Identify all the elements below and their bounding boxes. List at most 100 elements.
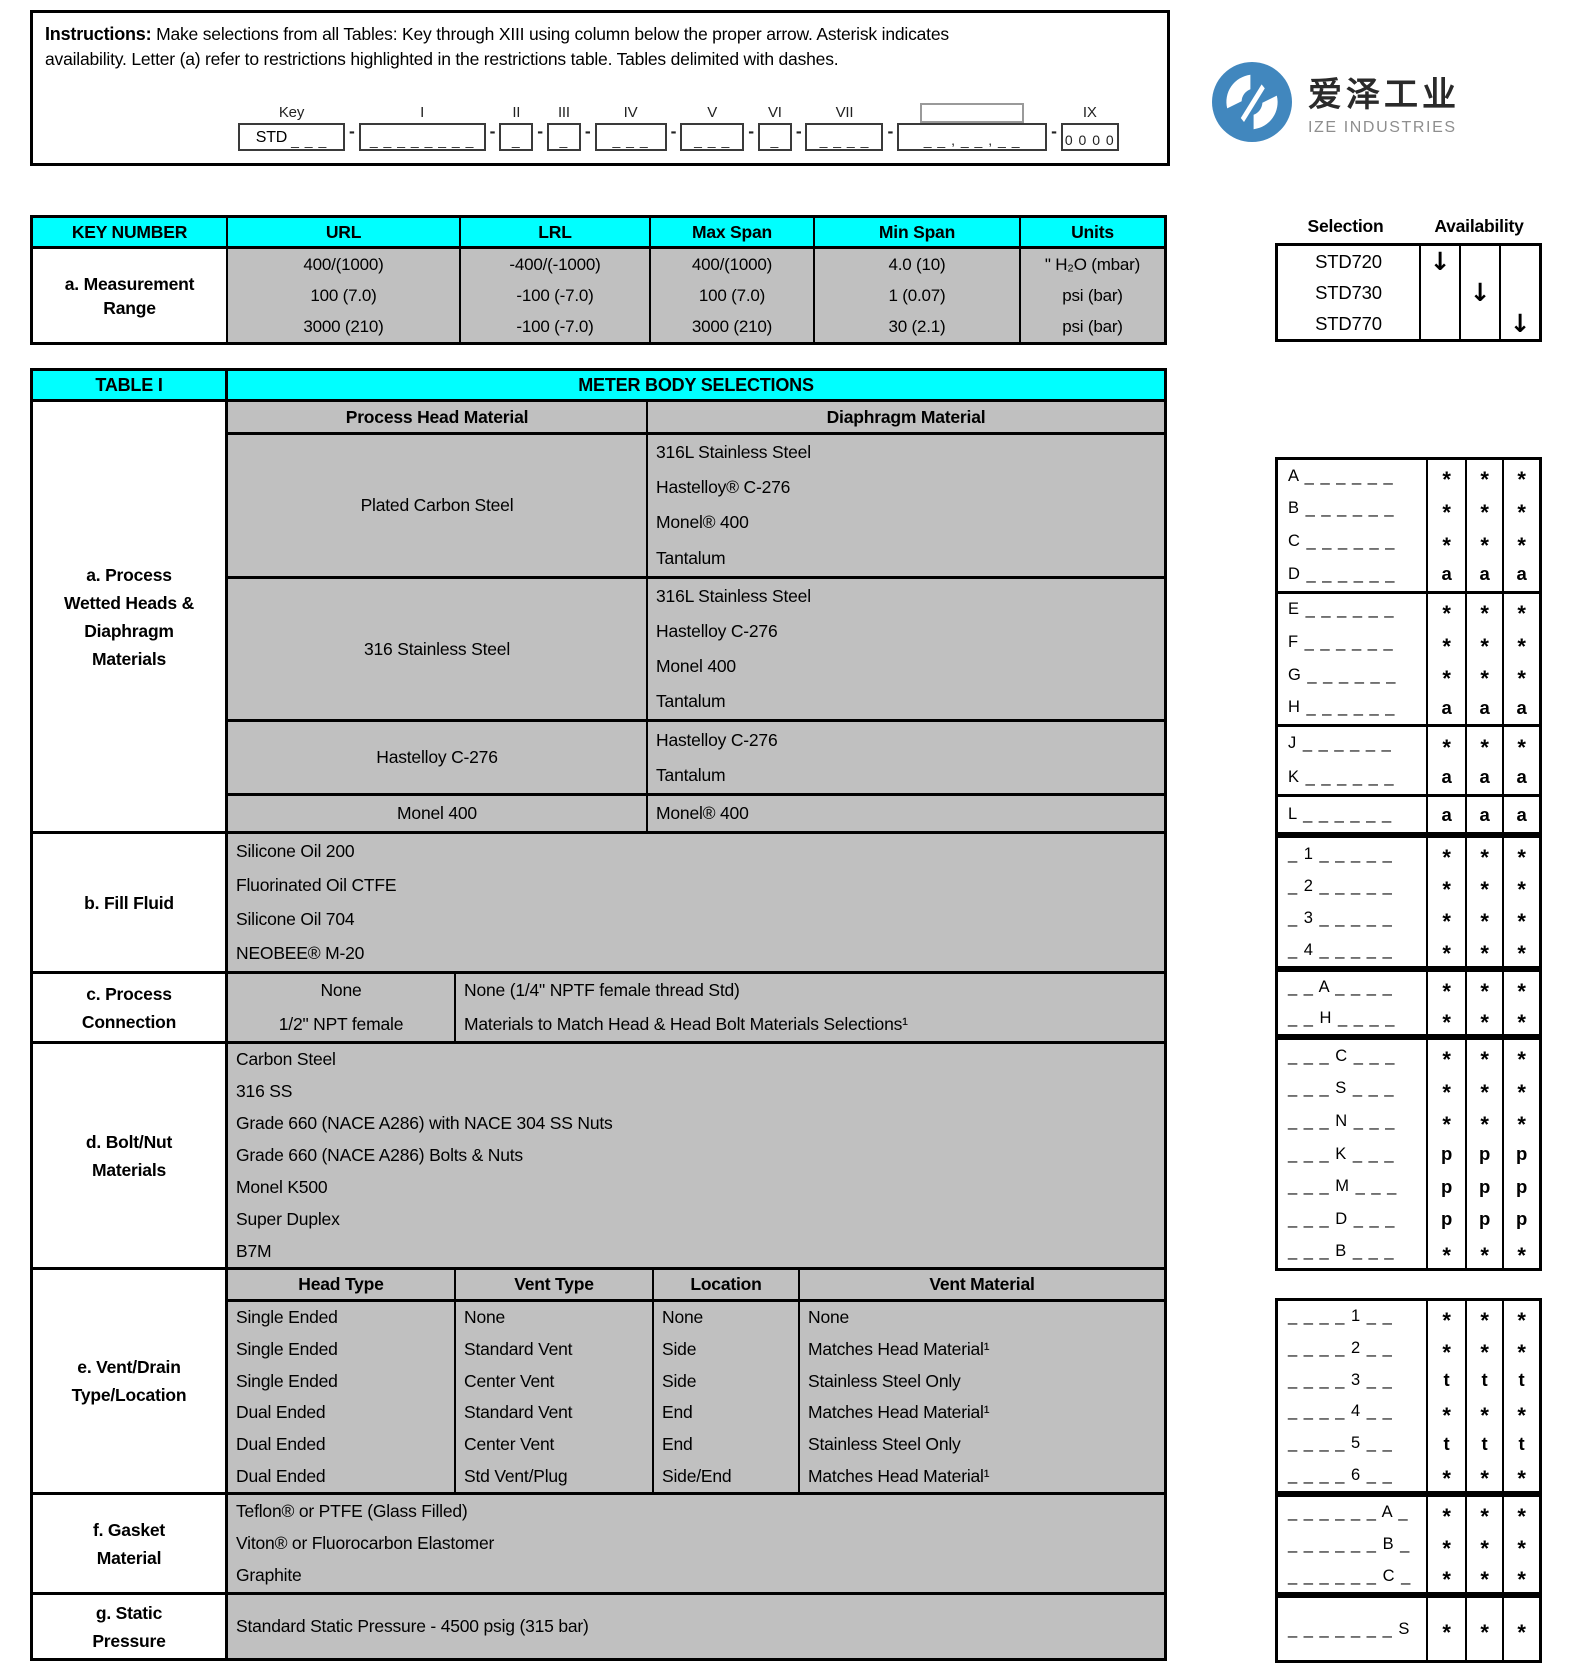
code-pattern: _ _ _ _ 6 _ _ <box>1278 1459 1428 1492</box>
vent-cell: None <box>808 1307 850 1328</box>
availability-mark: p <box>1515 1175 1528 1197</box>
key-format-box: _ <box>546 123 581 151</box>
vent-cell: Matches Head Material¹ <box>808 1465 990 1486</box>
static-pressure-text: Standard Static Pressure - 4500 psig (31… <box>236 1616 589 1636</box>
availability-mark: a <box>1516 696 1527 718</box>
code-row: _ _ _ _ 6 _ _ * * * <box>1278 1459 1539 1492</box>
code-group: _ 1 _ _ _ _ _ * * * _ 2 _ _ _ _ _ * * * _ 3 _ _ … <box>1278 838 1539 966</box>
availability-cell <box>1459 308 1499 339</box>
availability-mark: * <box>1480 1503 1489 1529</box>
availability-mark-cell: * <box>1428 1598 1465 1660</box>
diaphragm-list: 316L Stainless Steel Hastelloy® C-276 Mone… <box>648 435 1164 576</box>
selection-header: Selection <box>1307 216 1384 236</box>
key-format-row: Key STD _ _ _ - I _ _ _ _ _ _ _ _ - II _ - III _ - IV… <box>238 103 1119 151</box>
diaphragm-material: 316L Stainless Steel <box>656 442 811 463</box>
availability-mark: * <box>1517 1402 1526 1428</box>
availability-mark-cell: * <box>1465 460 1502 493</box>
availability-mark: * <box>1480 600 1489 626</box>
availability-mark-cell: * <box>1502 626 1539 659</box>
section-f-label: f. Gasket Material <box>33 1495 228 1592</box>
vent-cell: Center Vent <box>456 1428 654 1461</box>
key-dashes-text: _ _ _ _ <box>819 132 870 148</box>
code-row: _ 1 _ _ _ _ _ * * * <box>1278 838 1539 870</box>
key-format-empty-box <box>920 103 1025 123</box>
section-b-label-line: b. Fill Fluid <box>84 892 174 913</box>
vent-row: Dual Ended Standard Vent End Matches Head M… <box>228 1397 1164 1429</box>
dash-separator: - <box>489 121 496 141</box>
key-format-label: I <box>420 104 425 121</box>
vent-cell: Center Vent <box>456 1365 654 1398</box>
key-dashes-text: _ <box>511 132 521 148</box>
section-static-pressure: g. Static Pressure Standard Static Pressu… <box>30 1592 1167 1661</box>
availability-mark-cell: * <box>1502 492 1539 526</box>
code-pattern: _ 2 _ _ _ _ _ <box>1278 870 1428 902</box>
availability-mark: * <box>1517 734 1526 760</box>
availability-mark-cell: * <box>1502 1459 1539 1492</box>
availability-mark: * <box>1442 666 1451 692</box>
code-row: K _ _ _ _ _ _ a a a <box>1278 760 1539 795</box>
diaphragm-material: Monel® 400 <box>656 802 749 823</box>
code-row: _ _ _ _ _ _ B _ * * * <box>1278 1528 1539 1561</box>
instructions-text: Instructions: Make selections from all T… <box>45 22 1155 72</box>
vent-cell: Std Vent/Plug <box>456 1460 654 1493</box>
availability-mark-cell: * <box>1502 525 1539 558</box>
code-row: _ _ _ _ 3 _ _ t t t <box>1278 1364 1539 1397</box>
selection-model: STD720 <box>1315 250 1382 272</box>
section-g-body: Standard Static Pressure - 4500 psig (31… <box>228 1595 1164 1658</box>
availability-mark: * <box>1480 1112 1489 1138</box>
availability-mark: * <box>1517 1307 1526 1333</box>
availability-mark: * <box>1480 1009 1489 1035</box>
availability-mark: t <box>1443 1432 1450 1454</box>
availability-mark: t <box>1518 1369 1525 1391</box>
code-row: _ _ _ N _ _ _ * * * <box>1278 1105 1539 1138</box>
bolt-material-option: 316 SS <box>236 1081 293 1102</box>
code-row: _ _ _ C _ _ _ * * * <box>1278 1040 1539 1073</box>
availability-mark-cell: * <box>1465 1560 1502 1593</box>
diaphragm-material: Hastelloy C-276 <box>656 729 778 750</box>
availability-mark: * <box>1517 633 1526 659</box>
availability-mark-cell: * <box>1502 727 1539 761</box>
codes-bolt-nut: _ _ _ C _ _ _ * * * _ _ _ S _ _ _ * * * _ _ _ N … <box>1275 1037 1542 1271</box>
meas-header: Min Span <box>815 218 1021 249</box>
key-format-field: I _ _ _ _ _ _ _ _ <box>358 103 486 151</box>
availability-mark: * <box>1480 1339 1489 1365</box>
availability-cell: ↓ <box>1499 308 1539 339</box>
code-pattern: _ _ _ _ 1 _ _ <box>1278 1301 1428 1333</box>
code-group: L _ _ _ _ _ _ a a a <box>1278 794 1539 832</box>
code-row: _ _ _ _ 1 _ _ * * * <box>1278 1301 1539 1333</box>
availability-mark-cell: * <box>1502 1105 1539 1138</box>
key-dashes-text: _ _ _ <box>694 132 731 148</box>
section-e-body: Head Type Vent Type Location Vent Material S… <box>228 1270 1164 1493</box>
availability-mark: * <box>1517 1620 1526 1645</box>
meas-value: 3000 (210) <box>651 311 815 342</box>
availability-mark: * <box>1442 909 1451 934</box>
section-a-label: a. Process Wetted Heads & Diaphragm Materia… <box>33 402 228 831</box>
vent-row: Single Ended Center Vent Side Stainless Ste… <box>228 1365 1164 1398</box>
diaphragm-material: Tantalum <box>656 764 726 785</box>
vent-cell: Single Ended <box>228 1365 456 1398</box>
section-process-connection: c. Process Connection None None (1/4" NPTF… <box>30 971 1167 1044</box>
availability-mark-cell: * <box>1465 1003 1502 1034</box>
code-group: _ _ _ _ 1 _ _ * * * _ _ _ _ 2 _ _ * * * _ _ _ _ … <box>1278 1301 1539 1492</box>
availability-cell: ↓ <box>1459 277 1499 308</box>
availability-mark: * <box>1442 467 1451 493</box>
key-dashes-text: _ <box>770 132 780 148</box>
code-group: _ _ _ _ _ _ _ S * * * <box>1278 1598 1539 1660</box>
code-pattern: _ _ _ K _ _ _ <box>1278 1137 1428 1171</box>
availability-mark: * <box>1517 1009 1526 1035</box>
fill-fluid-option: Silicone Oil 704 <box>236 909 355 930</box>
key-dashes-text: 0 0 0 0 <box>1064 132 1115 148</box>
vent-row: Dual Ended Center Vent End Stainless Steel … <box>228 1428 1164 1461</box>
availability-mark-cell: * <box>1465 1528 1502 1561</box>
availability-mark: * <box>1480 499 1489 525</box>
meas-header: KEY NUMBER <box>33 218 228 249</box>
key-format-field: III _ <box>546 103 581 151</box>
availability-mark: * <box>1442 1535 1451 1561</box>
availability-mark-cell: * <box>1428 525 1465 558</box>
logo-text: 爱泽工业 IZE INDUSTRIES <box>1308 67 1460 137</box>
code-pattern: _ _ _ _ _ _ C _ <box>1278 1560 1428 1593</box>
diaphragm-list: Monel® 400 <box>648 796 1164 831</box>
code-row: _ _ _ S _ _ _ * * * <box>1278 1072 1539 1106</box>
availability-mark: t <box>1481 1369 1488 1391</box>
availability-mark: * <box>1442 532 1451 558</box>
